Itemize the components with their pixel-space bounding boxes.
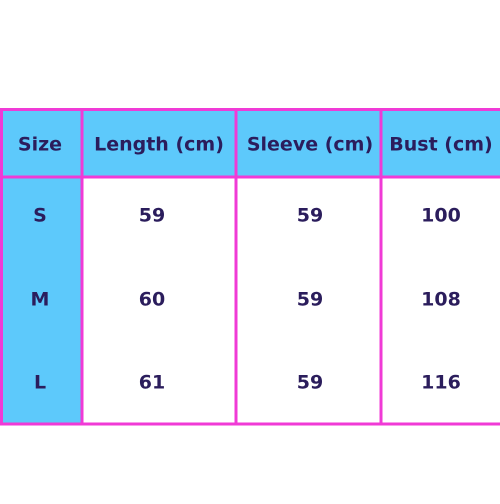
measurement-cell: 59 [297,372,323,394]
size-column-background [0,178,82,425]
measurement-cell: 59 [297,289,323,311]
header-cell: Sleeve (cm) [247,134,373,156]
measurement-cell: 100 [421,205,461,227]
measurement-cell: 61 [139,372,165,394]
measurement-cell: 60 [139,289,165,311]
measurement-cell: 59 [297,205,323,227]
table-borders [0,108,500,426]
measurement-cell: 116 [421,372,461,394]
header-cell: Bust (cm) [389,134,492,156]
header-cell: Length (cm) [94,134,224,156]
header-cell: Size [18,134,62,156]
measurement-cell: 59 [139,205,165,227]
size-cell: M [31,289,50,311]
measurement-cell: 108 [421,289,461,311]
size-cell: L [34,372,46,394]
size-cell: S [33,205,47,227]
